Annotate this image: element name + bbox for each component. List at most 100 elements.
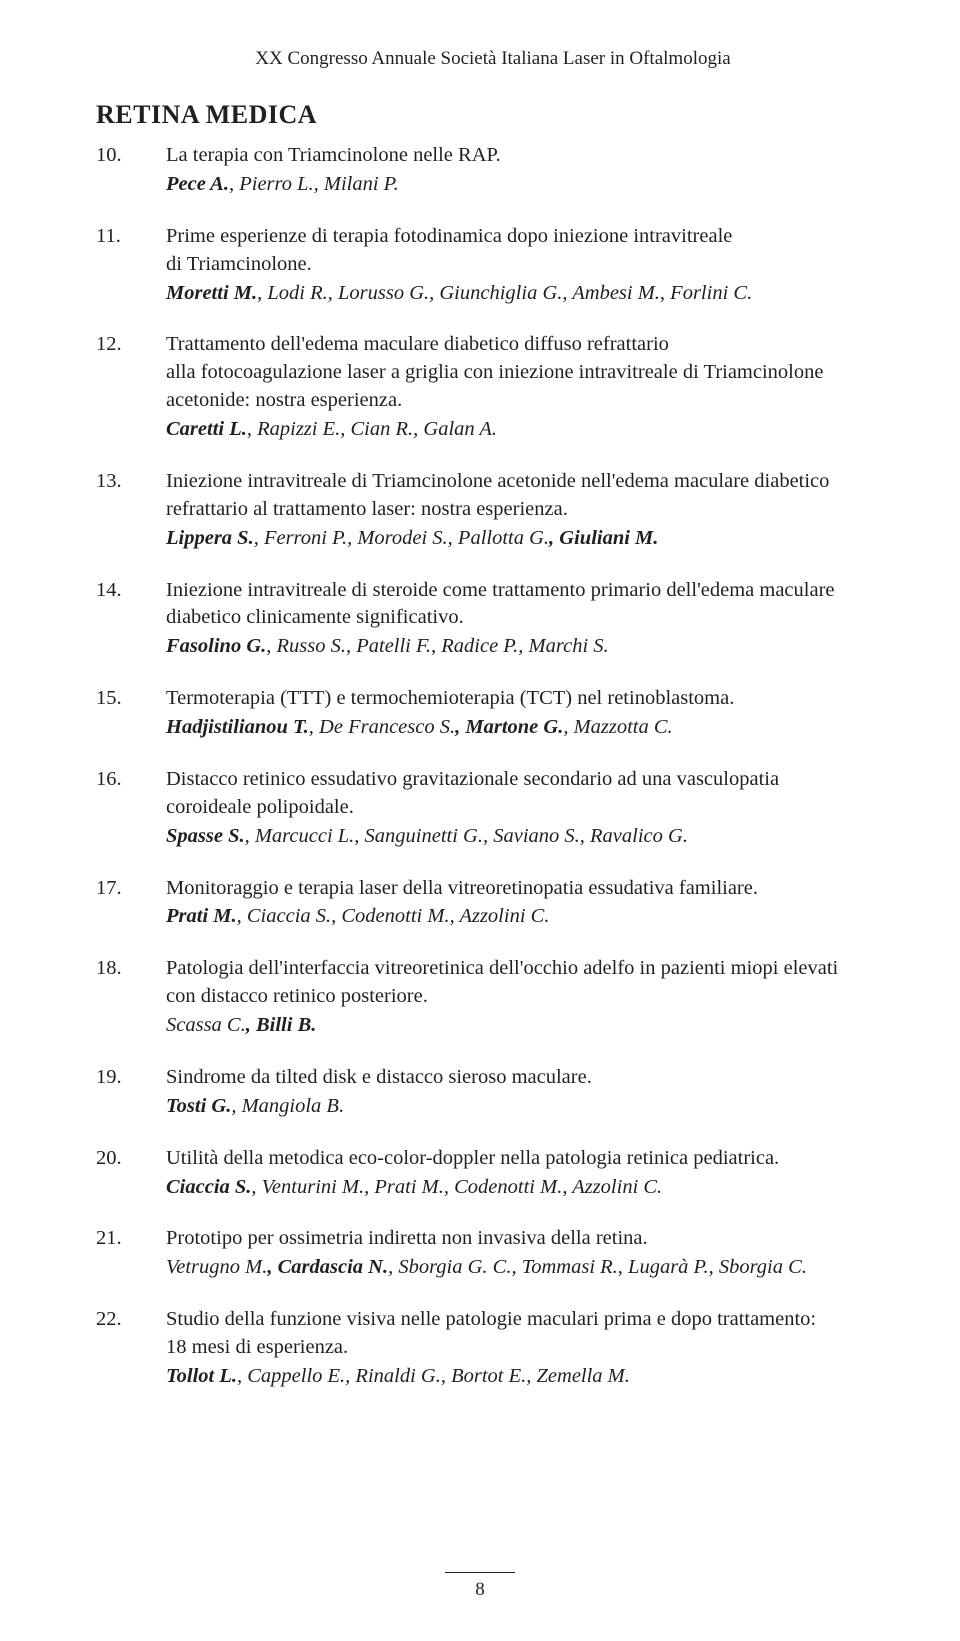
author-segment: Prati M. xyxy=(166,905,237,927)
entry-authors: Pece A., Pierro L., Milani P. xyxy=(166,171,890,199)
author-segment: , Giuliani M. xyxy=(549,527,658,549)
author-segment: Scassa C. xyxy=(166,1014,246,1036)
author-segment: Caretti L. xyxy=(166,418,247,440)
author-segment: , Venturini M., Prati M., Codenotti M., … xyxy=(251,1176,662,1198)
author-segment: Vetrugno M. xyxy=(166,1256,267,1278)
entry-title: Iniezione intravitreale di steroide come… xyxy=(166,577,890,633)
entry: 12.Trattamento dell'edema maculare diabe… xyxy=(96,331,890,444)
entry-authors: Caretti L., Rapizzi E., Cian R., Galan A… xyxy=(166,416,890,444)
entry-title-line: 18 mesi di esperienza. xyxy=(166,1334,890,1362)
entry-number: 22. xyxy=(96,1306,166,1391)
entry-title-line: refrattario al trattamento laser: nostra… xyxy=(166,496,890,524)
author-segment: , De Francesco S. xyxy=(309,716,455,738)
entry-title: Utilità della metodica eco-color-doppler… xyxy=(166,1145,890,1173)
entry-title: Termoterapia (TTT) e termochemioterapia … xyxy=(166,685,890,713)
entry: 13.Iniezione intravitreale di Triamcinol… xyxy=(96,468,890,553)
entry-body: Monitoraggio e terapia laser della vitre… xyxy=(166,875,890,932)
entry-body: Prototipo per ossimetria indiretta non i… xyxy=(166,1225,890,1282)
author-segment: Lippera S. xyxy=(166,527,254,549)
entry-title-line: di Triamcinolone. xyxy=(166,251,890,279)
entry: 19.Sindrome da tilted disk e distacco si… xyxy=(96,1064,890,1121)
entry: 21.Prototipo per ossimetria indiretta no… xyxy=(96,1225,890,1282)
entry-number: 17. xyxy=(96,875,166,932)
entry-title-line: La terapia con Triamcinolone nelle RAP. xyxy=(166,142,890,170)
author-segment: Pece A. xyxy=(166,173,229,195)
entry-authors: Tollot L., Cappello E., Rinaldi G., Bort… xyxy=(166,1363,890,1391)
entry-title-line: Studio della funzione visiva nelle patol… xyxy=(166,1306,890,1334)
entry-title-line: acetonide: nostra esperienza. xyxy=(166,387,890,415)
entry: 18.Patologia dell'interfaccia vitreoreti… xyxy=(96,955,890,1040)
entry-authors: Scassa C., Billi B. xyxy=(166,1012,890,1040)
entry-body: Trattamento dell'edema maculare diabetic… xyxy=(166,331,890,444)
entry-authors: Moretti M., Lodi R., Lorusso G., Giunchi… xyxy=(166,280,890,308)
entry-number: 18. xyxy=(96,955,166,1040)
entry: 14.Iniezione intravitreale di steroide c… xyxy=(96,577,890,662)
entry-authors: Tosti G., Mangiola B. xyxy=(166,1093,890,1121)
entry-body: Distacco retinico essudativo gravitazion… xyxy=(166,766,890,851)
author-segment: , Ferroni P., Morodei S., Pallotta G. xyxy=(254,527,549,549)
entry: 17.Monitoraggio e terapia laser della vi… xyxy=(96,875,890,932)
entry-body: Patologia dell'interfaccia vitreoretinic… xyxy=(166,955,890,1040)
author-segment: , Mazzotta C. xyxy=(563,716,672,738)
entry-authors: Lippera S., Ferroni P., Morodei S., Pall… xyxy=(166,525,890,553)
author-segment: Fasolino G. xyxy=(166,635,266,657)
author-segment: , Lodi R., Lorusso G., Giunchiglia G., A… xyxy=(257,282,752,304)
entry-authors: Ciaccia S., Venturini M., Prati M., Code… xyxy=(166,1174,890,1202)
entry-number: 15. xyxy=(96,685,166,742)
author-segment: Spasse S. xyxy=(166,825,245,847)
author-segment: Ciaccia S. xyxy=(166,1176,251,1198)
entry: 22.Studio della funzione visiva nelle pa… xyxy=(96,1306,890,1391)
entry-number: 19. xyxy=(96,1064,166,1121)
entry-title-line: Trattamento dell'edema maculare diabetic… xyxy=(166,331,890,359)
entry-list: 10.La terapia con Triamcinolone nelle RA… xyxy=(96,142,890,1391)
entry-authors: Hadjistilianou T., De Francesco S., Mart… xyxy=(166,714,890,742)
entry-body: Iniezione intravitreale di Triamcinolone… xyxy=(166,468,890,553)
entry-title: Prime esperienze di terapia fotodinamica… xyxy=(166,223,890,279)
author-segment: Tosti G. xyxy=(166,1095,231,1117)
entry-number: 20. xyxy=(96,1145,166,1202)
entry-number: 11. xyxy=(96,223,166,308)
entry: 15.Termoterapia (TTT) e termochemioterap… xyxy=(96,685,890,742)
entry-title-line: Patologia dell'interfaccia vitreoretinic… xyxy=(166,955,890,983)
entry-title: Monitoraggio e terapia laser della vitre… xyxy=(166,875,890,903)
entry-title-line: Utilità della metodica eco-color-doppler… xyxy=(166,1145,890,1173)
entry-title-line: Prototipo per ossimetria indiretta non i… xyxy=(166,1225,890,1253)
author-segment: Hadjistilianou T. xyxy=(166,716,309,738)
author-segment: , Marcucci L., Sanguinetti G., Saviano S… xyxy=(245,825,688,847)
section-title: RETINA MEDICA xyxy=(96,100,890,130)
entry-title: Patologia dell'interfaccia vitreoretinic… xyxy=(166,955,890,1011)
author-segment: Tollot L. xyxy=(166,1365,237,1387)
entry-title-line: coroideale polipoidale. xyxy=(166,794,890,822)
entry-authors: Spasse S., Marcucci L., Sanguinetti G., … xyxy=(166,823,890,851)
entry-title: Distacco retinico essudativo gravitazion… xyxy=(166,766,890,822)
page-number: 8 xyxy=(0,1572,960,1601)
entry: 11.Prime esperienze di terapia fotodinam… xyxy=(96,223,890,308)
entry-title-line: Iniezione intravitreale di steroide come… xyxy=(166,577,890,605)
entry-body: Sindrome da tilted disk e distacco siero… xyxy=(166,1064,890,1121)
entry-title-line: Distacco retinico essudativo gravitazion… xyxy=(166,766,890,794)
entry-title-line: con distacco retinico posteriore. xyxy=(166,983,890,1011)
entry-title-line: alla fotocoagulazione laser a griglia co… xyxy=(166,359,890,387)
author-segment: , Rapizzi E., Cian R., Galan A. xyxy=(247,418,497,440)
author-segment: , Ciaccia S., Codenotti M., Azzolini C. xyxy=(237,905,550,927)
entry-authors: Fasolino G., Russo S., Patelli F., Radic… xyxy=(166,633,890,661)
entry-number: 21. xyxy=(96,1225,166,1282)
entry-title-line: Prime esperienze di terapia fotodinamica… xyxy=(166,223,890,251)
document-page: XX Congresso Annuale Società Italiana La… xyxy=(0,0,960,1641)
entry-body: Iniezione intravitreale di steroide come… xyxy=(166,577,890,662)
entry-body: Utilità della metodica eco-color-doppler… xyxy=(166,1145,890,1202)
entry-number: 14. xyxy=(96,577,166,662)
author-segment: , Sborgia G. C., Tommasi R., Lugarà P., … xyxy=(388,1256,807,1278)
entry-body: Termoterapia (TTT) e termochemioterapia … xyxy=(166,685,890,742)
entry-authors: Vetrugno M., Cardascia N., Sborgia G. C.… xyxy=(166,1254,890,1282)
entry-body: La terapia con Triamcinolone nelle RAP.P… xyxy=(166,142,890,199)
author-segment: , Cappello E., Rinaldi G., Bortot E., Ze… xyxy=(237,1365,630,1387)
entry-number: 12. xyxy=(96,331,166,444)
author-segment: , Cardascia N. xyxy=(267,1256,388,1278)
entry-title-line: Iniezione intravitreale di Triamcinolone… xyxy=(166,468,890,496)
author-segment: , Martone G. xyxy=(455,716,563,738)
entry: 16.Distacco retinico essudativo gravitaz… xyxy=(96,766,890,851)
entry-title: Studio della funzione visiva nelle patol… xyxy=(166,1306,890,1362)
entry-body: Prime esperienze di terapia fotodinamica… xyxy=(166,223,890,308)
author-segment: Moretti M. xyxy=(166,282,257,304)
